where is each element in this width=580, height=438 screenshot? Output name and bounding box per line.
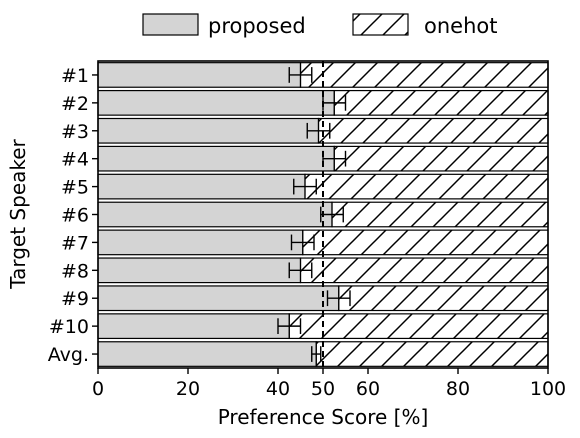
bar-proposed	[97, 229, 304, 256]
x-axis-ticks: 0 20 40 50 60 80 100	[92, 368, 566, 400]
bar-onehot	[304, 173, 549, 200]
legend-swatch-proposed	[142, 13, 199, 36]
x-tick-label: 80	[446, 378, 470, 400]
bar-onehot	[331, 201, 549, 228]
bar-onehot	[299, 62, 549, 88]
bar-proposed	[97, 89, 335, 116]
bar-proposed	[97, 173, 306, 200]
x-tick-label: 60	[356, 378, 380, 400]
y-axis-label: Target Speaker	[6, 138, 30, 289]
y-tick-label: #2	[61, 93, 89, 115]
x-axis-label: Preference Score [%]	[218, 405, 429, 429]
y-tick-label: #5	[61, 177, 89, 199]
y-tick-label: #6	[61, 205, 89, 227]
x-tick-label: 40	[266, 378, 290, 400]
x-tick-label: 0	[92, 378, 104, 400]
bar-proposed	[97, 62, 302, 88]
bar-proposed	[97, 285, 340, 312]
legend-label-onehot: onehot	[424, 14, 497, 38]
x-tick-label: 50	[311, 378, 335, 400]
bar-proposed	[97, 313, 290, 340]
y-axis-ticks: #1 #2 #3 #4 #5 #6 #7 #8 #9 #10 Avg.	[48, 65, 98, 366]
x-tick-label: 100	[530, 378, 566, 400]
bar-proposed	[97, 117, 320, 144]
bar-onehot	[288, 313, 549, 340]
bar-proposed	[97, 257, 302, 284]
plot-area	[97, 61, 549, 368]
bar-onehot	[302, 229, 549, 256]
y-tick-label: Avg.	[48, 344, 89, 366]
bar-onehot	[338, 285, 549, 312]
y-tick-label: #10	[49, 316, 89, 338]
bar-proposed	[97, 201, 333, 228]
legend-swatch-onehot	[352, 13, 409, 36]
y-tick-label: #7	[61, 232, 89, 254]
legend-label-proposed: proposed	[208, 14, 306, 38]
legend: proposed onehot	[142, 13, 497, 38]
x-tick-label: 20	[176, 378, 200, 400]
bar-onehot	[315, 341, 549, 367]
bar-proposed	[97, 341, 317, 367]
y-tick-label: #1	[61, 65, 89, 87]
bar-onehot	[299, 257, 549, 284]
bar-onehot	[317, 117, 549, 144]
y-tick-label: #4	[61, 149, 89, 171]
y-tick-label: #3	[61, 121, 89, 143]
bar-proposed	[97, 145, 335, 172]
y-tick-label: #8	[61, 260, 89, 282]
y-tick-label: #9	[61, 288, 89, 310]
bar-onehot	[333, 89, 549, 116]
bar-onehot	[333, 145, 549, 172]
